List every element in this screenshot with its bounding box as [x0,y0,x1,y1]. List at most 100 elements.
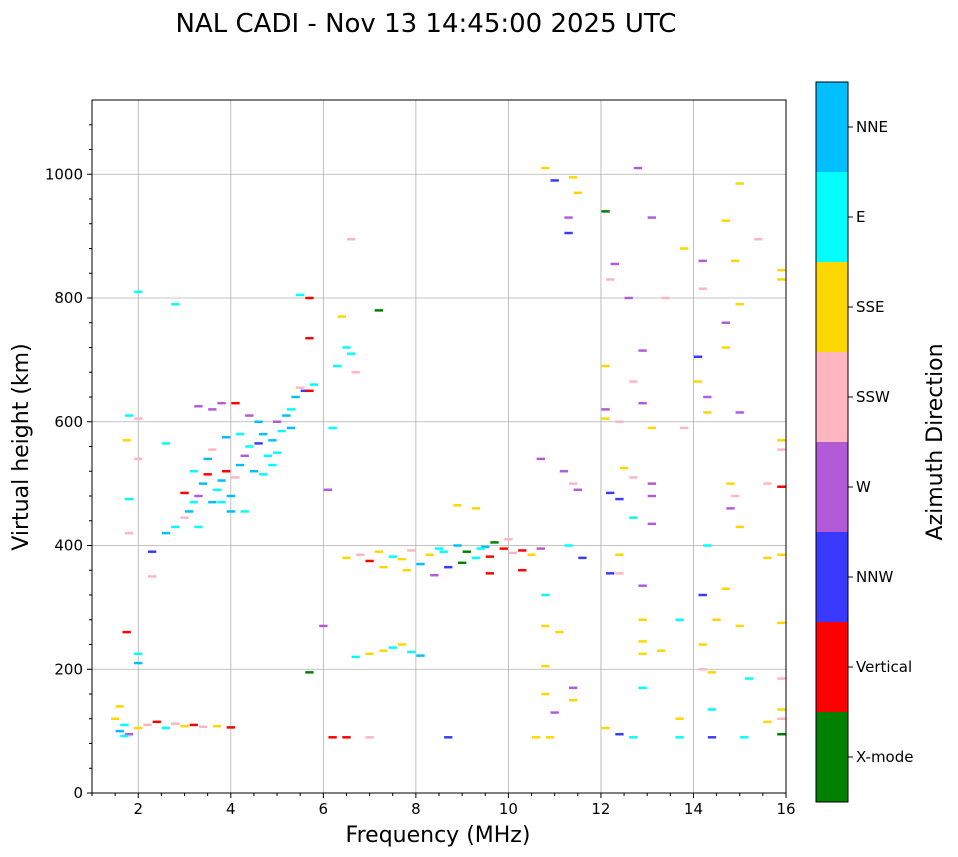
echo-mark [707,708,717,711]
echo-mark [296,293,305,297]
echo-mark [490,541,499,544]
echo-mark [541,624,550,628]
echo-mark [638,584,647,587]
echo-mark [388,555,397,558]
echo-mark [319,624,328,628]
colorbar-segment [816,712,848,802]
echo-mark [615,732,624,736]
echo-mark [601,417,610,420]
colorbar-category-label: SSW [856,388,890,406]
echo-mark [675,717,684,720]
echo-mark [647,426,656,430]
echo-mark [606,572,615,575]
echo-mark [425,553,434,557]
echo-mark [434,547,444,550]
echo-mark [647,494,656,498]
echo-mark [296,386,305,389]
echo-mark [712,618,721,621]
echo-mark [198,482,208,485]
echo-mark [208,500,217,504]
echo-mark [124,497,134,501]
echo-mark [203,473,212,476]
echo-mark [180,491,189,495]
colorbar-category-label: Vertical [856,658,912,676]
echo-mark [471,556,481,560]
echo-mark [721,321,731,324]
echo-mark [189,500,198,504]
echo-mark [726,482,735,485]
y-axis-ticks: 0 200 400 600 800 1000 [45,124,92,802]
y-tick-label: 400 [54,537,83,555]
echo-mark [351,655,360,659]
echo-mark [629,516,638,519]
echo-mark [647,482,656,485]
echo-mark [536,547,545,550]
colorbar-label: Azimuth Direction [923,343,948,540]
x-tick-label: 2 [133,800,143,818]
echo-mark [305,336,314,340]
echo-mark [226,510,235,513]
echo-mark [346,352,356,355]
echo-mark [573,191,582,195]
echo-mark [305,389,314,393]
echo-mark [231,476,240,479]
colorbar-category-label: W [856,478,871,496]
colorbar-category-label: X-mode [856,748,913,766]
echo-mark [180,516,189,519]
echo-mark [541,593,550,597]
echo-mark [629,736,638,739]
echo-mark [194,525,203,529]
colorbar: X-mode Vertical NNW W SSW SSE E NNE [816,82,913,802]
colorbar-category-label: NNE [856,118,888,136]
echo-mark [471,507,481,510]
echo-mark [615,553,624,557]
y-tick-label: 0 [73,784,83,802]
echo-mark [569,698,578,702]
echo-mark [305,671,314,674]
echo-mark [629,476,638,479]
echo-mark [430,573,439,577]
echo-mark [453,504,462,507]
echo-mark [407,549,416,552]
echo-mark [152,720,161,724]
echo-mark [259,432,268,436]
echo-mark [721,587,731,591]
x-tick-label: 8 [411,800,421,818]
echo-mark [740,736,749,739]
echo-mark [569,482,578,485]
echo-mark [231,401,240,405]
x-tick-label: 6 [319,800,329,818]
echo-mark [573,488,582,492]
data-marks [110,166,786,739]
echo-mark [147,575,157,578]
echo-mark [601,210,610,213]
echo-mark [328,736,337,739]
echo-mark [356,553,365,557]
echo-mark [633,166,643,170]
y-tick-label: 800 [54,289,83,307]
x-tick-label: 16 [776,800,795,818]
echo-mark [550,179,559,182]
echo-mark [254,442,263,445]
echo-mark [259,473,268,476]
echo-mark [693,355,703,359]
echo-mark [407,650,416,654]
colorbar-segment [816,442,848,532]
echo-mark [240,510,249,513]
echo-mark [610,262,619,266]
echo-mark [171,722,180,725]
echo-mark [638,686,647,690]
echo-mark [333,364,342,368]
echo-mark [134,290,143,294]
echo-mark [328,426,337,430]
echo-mark [120,723,129,727]
echo-mark [545,736,555,739]
echo-mark [777,553,786,557]
echo-mark [282,414,291,417]
echo-mark [541,692,550,696]
echo-mark [777,448,786,451]
echo-mark [638,401,647,405]
echo-mark [735,411,744,414]
echo-mark [698,287,707,290]
echo-mark [518,569,527,572]
